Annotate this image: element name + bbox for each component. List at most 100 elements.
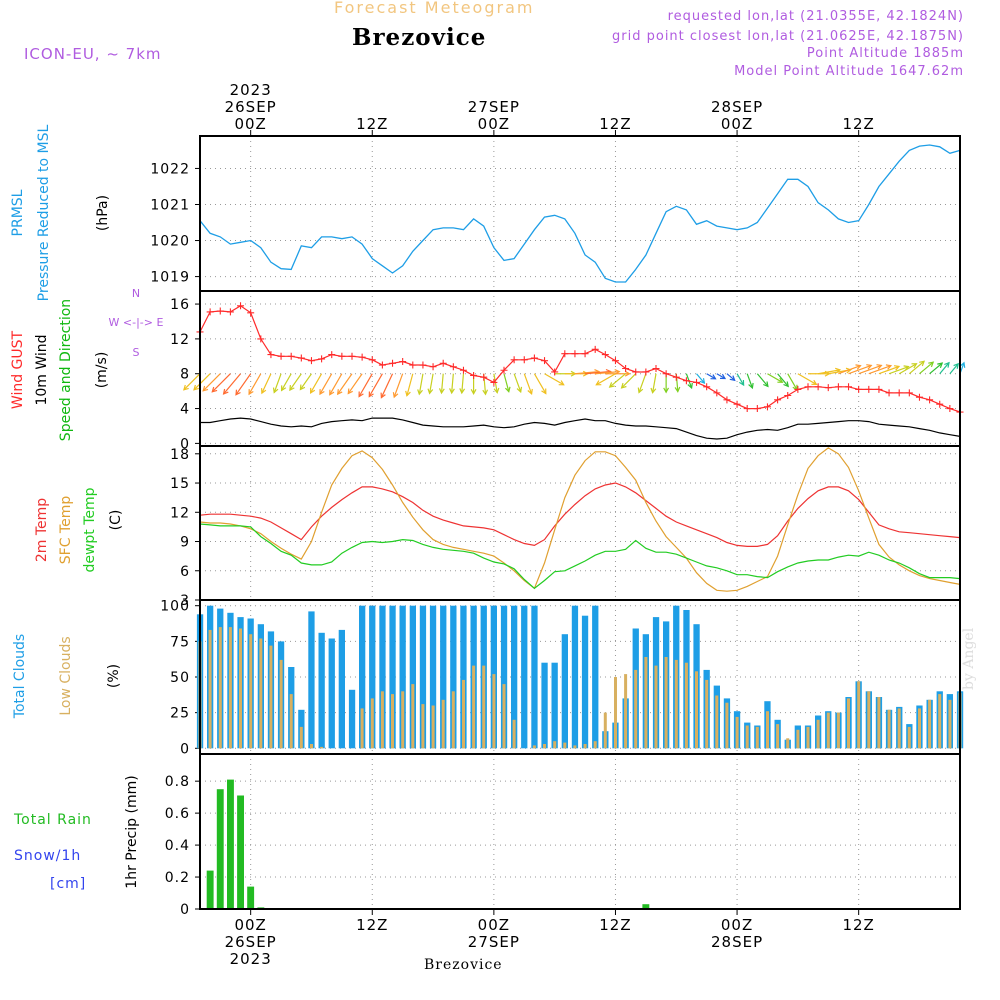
rain-bar bbox=[247, 886, 255, 909]
wind-arrow-head bbox=[710, 374, 717, 380]
temperature-ytick-label: 18 bbox=[170, 447, 190, 463]
total-clouds-bar bbox=[328, 638, 335, 749]
wind-gust-marker bbox=[946, 405, 954, 413]
wind-arrow-head bbox=[748, 382, 754, 390]
wind-arrow-head bbox=[222, 388, 229, 395]
rain-bar bbox=[227, 779, 234, 909]
wind-gust-marker bbox=[632, 368, 640, 376]
wind-gust-marker bbox=[601, 351, 609, 359]
wind-arrow bbox=[585, 370, 611, 375]
wind-gust-marker bbox=[561, 350, 569, 358]
wind-gust-marker bbox=[784, 391, 792, 399]
wind-gust-marker bbox=[743, 405, 751, 413]
wind-gust-marker bbox=[439, 359, 447, 367]
station-title: Brezovice bbox=[352, 24, 487, 51]
precip-ytick-label: 0.8 bbox=[165, 774, 190, 790]
wind-arrow-head bbox=[368, 391, 374, 398]
wind-arrow-head bbox=[663, 387, 670, 394]
low-clouds-bar bbox=[684, 662, 688, 749]
rain-bar bbox=[237, 795, 244, 909]
wind-gust-marker bbox=[581, 350, 589, 358]
wind-arrow bbox=[418, 373, 424, 395]
wind-arrow bbox=[513, 373, 522, 393]
wind-gust-marker bbox=[328, 351, 336, 359]
wind-gust-marker bbox=[257, 335, 265, 343]
wind-arrow bbox=[797, 373, 817, 385]
wind-arrow bbox=[451, 373, 454, 394]
low-clouds-bar bbox=[391, 694, 394, 749]
low-clouds-bar bbox=[208, 629, 212, 749]
wind-arrow bbox=[273, 373, 282, 393]
low-clouds-bar bbox=[674, 659, 678, 749]
total-clouds-bar bbox=[592, 605, 599, 749]
wind-arrow bbox=[281, 373, 292, 391]
wind-gust-marker bbox=[804, 383, 812, 391]
wind-gust-marker bbox=[358, 353, 366, 361]
top-time-label: 12Z bbox=[842, 115, 874, 133]
low-clouds-bar bbox=[624, 674, 628, 749]
wind-arrow bbox=[183, 373, 201, 391]
temp-sfc-line bbox=[199, 447, 961, 592]
wind-gust-marker bbox=[338, 352, 346, 360]
wind-arrow-head bbox=[876, 364, 883, 370]
low-clouds-bar bbox=[411, 684, 415, 749]
low-clouds-bar bbox=[249, 634, 253, 749]
wind-arrow bbox=[358, 373, 373, 397]
low-clouds-bar bbox=[320, 746, 324, 749]
temperature-panel-frame bbox=[199, 445, 961, 601]
low-clouds-bar bbox=[279, 659, 283, 749]
wind-arrow-head bbox=[738, 379, 745, 387]
wind-gust-marker bbox=[733, 400, 741, 408]
wind-arrow bbox=[261, 373, 272, 394]
low-clouds-bar bbox=[543, 744, 546, 749]
wind-arrow bbox=[652, 373, 657, 393]
wind-arrow-head bbox=[309, 387, 316, 394]
wind-gust-marker bbox=[389, 359, 397, 367]
total-clouds-bar bbox=[308, 611, 315, 749]
wind-arrow bbox=[878, 365, 900, 375]
wind-arrow-head bbox=[319, 389, 325, 396]
wind-arrow-head bbox=[527, 388, 533, 395]
wind-arrow-head bbox=[624, 370, 631, 377]
total-clouds-bar bbox=[460, 605, 467, 749]
wind-arrow-head bbox=[299, 384, 306, 391]
pressure-line bbox=[199, 144, 961, 283]
wind-arrow bbox=[595, 371, 620, 375]
total-clouds-bar bbox=[450, 605, 457, 749]
requested-coordinates: requested lon,lat (21.0355E, 42.1824N) bbox=[667, 9, 964, 24]
wind-arrow bbox=[777, 373, 789, 387]
wind-arrow bbox=[235, 373, 252, 396]
wind-arrow bbox=[696, 373, 705, 384]
wind-arrow-head bbox=[405, 390, 411, 397]
wind-arrow bbox=[756, 373, 769, 387]
low-clouds-bar bbox=[847, 698, 850, 749]
wind-arrow bbox=[299, 373, 312, 390]
wind-arrow bbox=[767, 373, 783, 383]
low-clouds-bar bbox=[492, 674, 496, 749]
wind-arrow-head bbox=[504, 386, 511, 393]
wind-gust-marker bbox=[449, 363, 457, 371]
wind-arrow bbox=[908, 360, 925, 375]
footer-station: Brezovice bbox=[424, 957, 503, 973]
wind-speed-line bbox=[200, 417, 961, 440]
wind-arrow-head bbox=[595, 380, 602, 386]
wind-arrow bbox=[929, 362, 943, 375]
wind-arrow bbox=[211, 373, 231, 393]
bottom-time-label: 00Z bbox=[721, 916, 753, 934]
wind-gust-marker bbox=[905, 389, 913, 397]
wind-gust-marker bbox=[429, 363, 437, 371]
total-clouds-bar bbox=[551, 662, 558, 749]
wind-arrow-head bbox=[866, 364, 873, 370]
wind-arrow bbox=[888, 366, 909, 375]
wind-arrow-head bbox=[459, 388, 466, 395]
wind-arrow bbox=[609, 373, 626, 388]
wind-gust-marker bbox=[287, 352, 295, 360]
total-clouds-bar bbox=[561, 634, 568, 749]
total-clouds-bar bbox=[521, 605, 528, 749]
low-clouds-bar bbox=[563, 742, 567, 749]
wind-arrow-head bbox=[699, 378, 706, 385]
wind-ytick-label: 16 bbox=[170, 297, 190, 313]
wind-gust-marker bbox=[307, 357, 315, 365]
low-clouds-bar bbox=[573, 745, 577, 749]
pressure-label-desc: Pressure Reduced to MSL bbox=[36, 124, 52, 301]
